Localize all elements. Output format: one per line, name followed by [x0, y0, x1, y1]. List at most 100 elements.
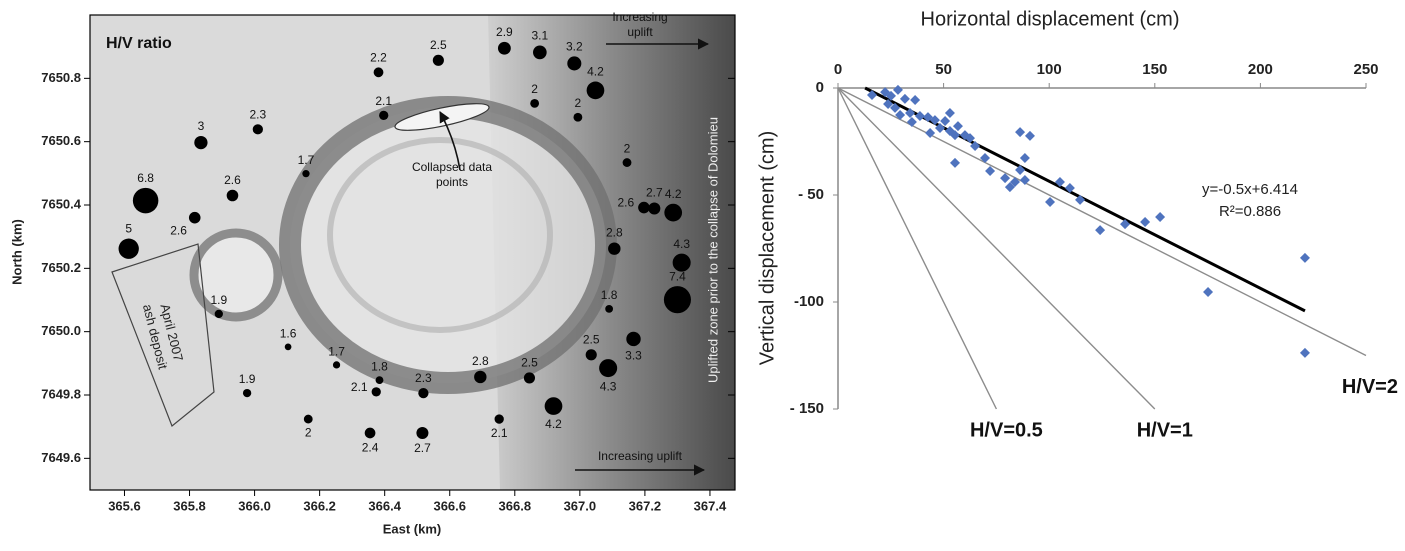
data-label: 2.1	[491, 426, 508, 440]
y-tick-label: 7649.8	[41, 386, 81, 401]
x-tick-label: 366.2	[303, 498, 336, 513]
trend-r2: R²=0.886	[1219, 203, 1281, 220]
y-tick-label: - 150	[790, 400, 824, 417]
y-tick-label: 7650.2	[41, 260, 81, 275]
bubble	[599, 359, 618, 378]
bubble	[214, 309, 223, 319]
data-label: 2.6	[224, 173, 241, 187]
bubble	[638, 201, 650, 214]
collapsed-label: Collapsed data	[412, 160, 492, 174]
bubble	[332, 361, 341, 369]
scatter-point	[910, 94, 921, 105]
scatter-point	[1004, 182, 1015, 193]
zone-label: Uplifted zone prior to the collapse of D…	[705, 117, 720, 383]
scatter-point	[1155, 212, 1166, 223]
data-label: 2.1	[375, 94, 392, 108]
bubble	[194, 135, 208, 150]
x-tick-label: 50	[935, 61, 952, 78]
scatter-point	[950, 130, 961, 141]
data-label: 2.3	[415, 371, 432, 385]
data-label: 4.2	[587, 65, 604, 79]
scatter-point	[1000, 173, 1011, 184]
scatter-point	[944, 108, 955, 119]
scatter-point	[1015, 164, 1026, 175]
bubble	[497, 41, 511, 55]
scatter-point	[1140, 216, 1151, 227]
uplift-label: Increasing uplift	[598, 449, 683, 463]
scatter-point	[1075, 194, 1086, 205]
bubble	[474, 370, 487, 384]
bubble	[432, 54, 444, 66]
scatter-point	[1095, 225, 1106, 236]
scatter-point	[979, 152, 990, 163]
y-tick-label: 7650.8	[41, 70, 81, 85]
y-tick-label: 7649.6	[41, 450, 81, 465]
x-tick-label: 366.6	[433, 498, 466, 513]
bubble	[302, 170, 310, 178]
bubble	[132, 187, 159, 214]
bubble	[373, 67, 384, 78]
data-label: 4.2	[665, 187, 682, 201]
data-label: 1.7	[298, 153, 315, 167]
y-tick-label: 0	[816, 79, 824, 96]
y-tick-label: 7650.6	[41, 133, 81, 148]
scatter-point	[1019, 175, 1030, 186]
scatter-point	[925, 127, 936, 138]
bubble	[379, 110, 389, 121]
data-label: 5	[125, 222, 132, 236]
x-tick-label: 0	[834, 61, 842, 78]
x-tick-label: 200	[1248, 61, 1273, 78]
y-tick-label: -100	[794, 293, 824, 310]
x-tick-label: 100	[1037, 61, 1062, 78]
bubble	[364, 427, 376, 439]
scatter-point	[890, 102, 901, 113]
scatter-point	[906, 117, 917, 128]
data-label: 1.9	[210, 293, 227, 307]
data-label: 2.2	[370, 51, 387, 65]
bubble	[648, 202, 661, 215]
data-label: 2.5	[583, 332, 600, 346]
collapsed-label: points	[436, 175, 468, 189]
x-tick-label: 367.4	[694, 498, 727, 513]
bubble	[586, 81, 605, 100]
bubble	[303, 414, 313, 424]
scatter-point	[1120, 219, 1131, 230]
bubble	[418, 387, 429, 399]
bubble	[573, 112, 583, 122]
bubble	[371, 387, 381, 397]
trend-equation: y=-0.5x+6.414	[1202, 181, 1298, 198]
bubble	[530, 98, 540, 108]
scatter-point	[867, 90, 878, 101]
bubble	[242, 388, 252, 398]
bubble	[605, 304, 614, 313]
bubble	[188, 211, 201, 224]
y-tick-label: 7650.4	[41, 196, 82, 211]
data-label: 2.7	[646, 186, 663, 200]
bubble	[494, 414, 504, 424]
scatter-point	[985, 166, 996, 177]
data-label: 2.4	[362, 441, 379, 455]
x-axis-label: East (km)	[383, 521, 442, 536]
scatter-point	[965, 133, 975, 144]
data-label: 2.6	[170, 224, 187, 238]
bubble	[663, 286, 691, 314]
data-label: 4.2	[545, 417, 562, 431]
bubble	[523, 372, 536, 384]
data-label: 1.9	[239, 372, 256, 386]
bubble	[118, 238, 139, 259]
ratio-label: H/V=2	[1342, 376, 1398, 398]
bubble	[608, 242, 621, 255]
map-background	[89, 14, 736, 491]
scatter-point	[1019, 152, 1030, 163]
x-tick-label: 366.8	[499, 498, 532, 513]
data-label: 3.3	[625, 348, 642, 362]
scatter-point	[1064, 182, 1075, 193]
x-tick-label: 366.0	[238, 498, 271, 513]
x-tick-label: 365.6	[108, 498, 141, 513]
data-label: 2.3	[249, 107, 266, 121]
data-label: 2.8	[606, 226, 623, 240]
scatter-point	[935, 123, 946, 134]
scatter-point	[950, 157, 961, 168]
scatter-point	[905, 108, 916, 119]
bubble	[672, 253, 691, 272]
